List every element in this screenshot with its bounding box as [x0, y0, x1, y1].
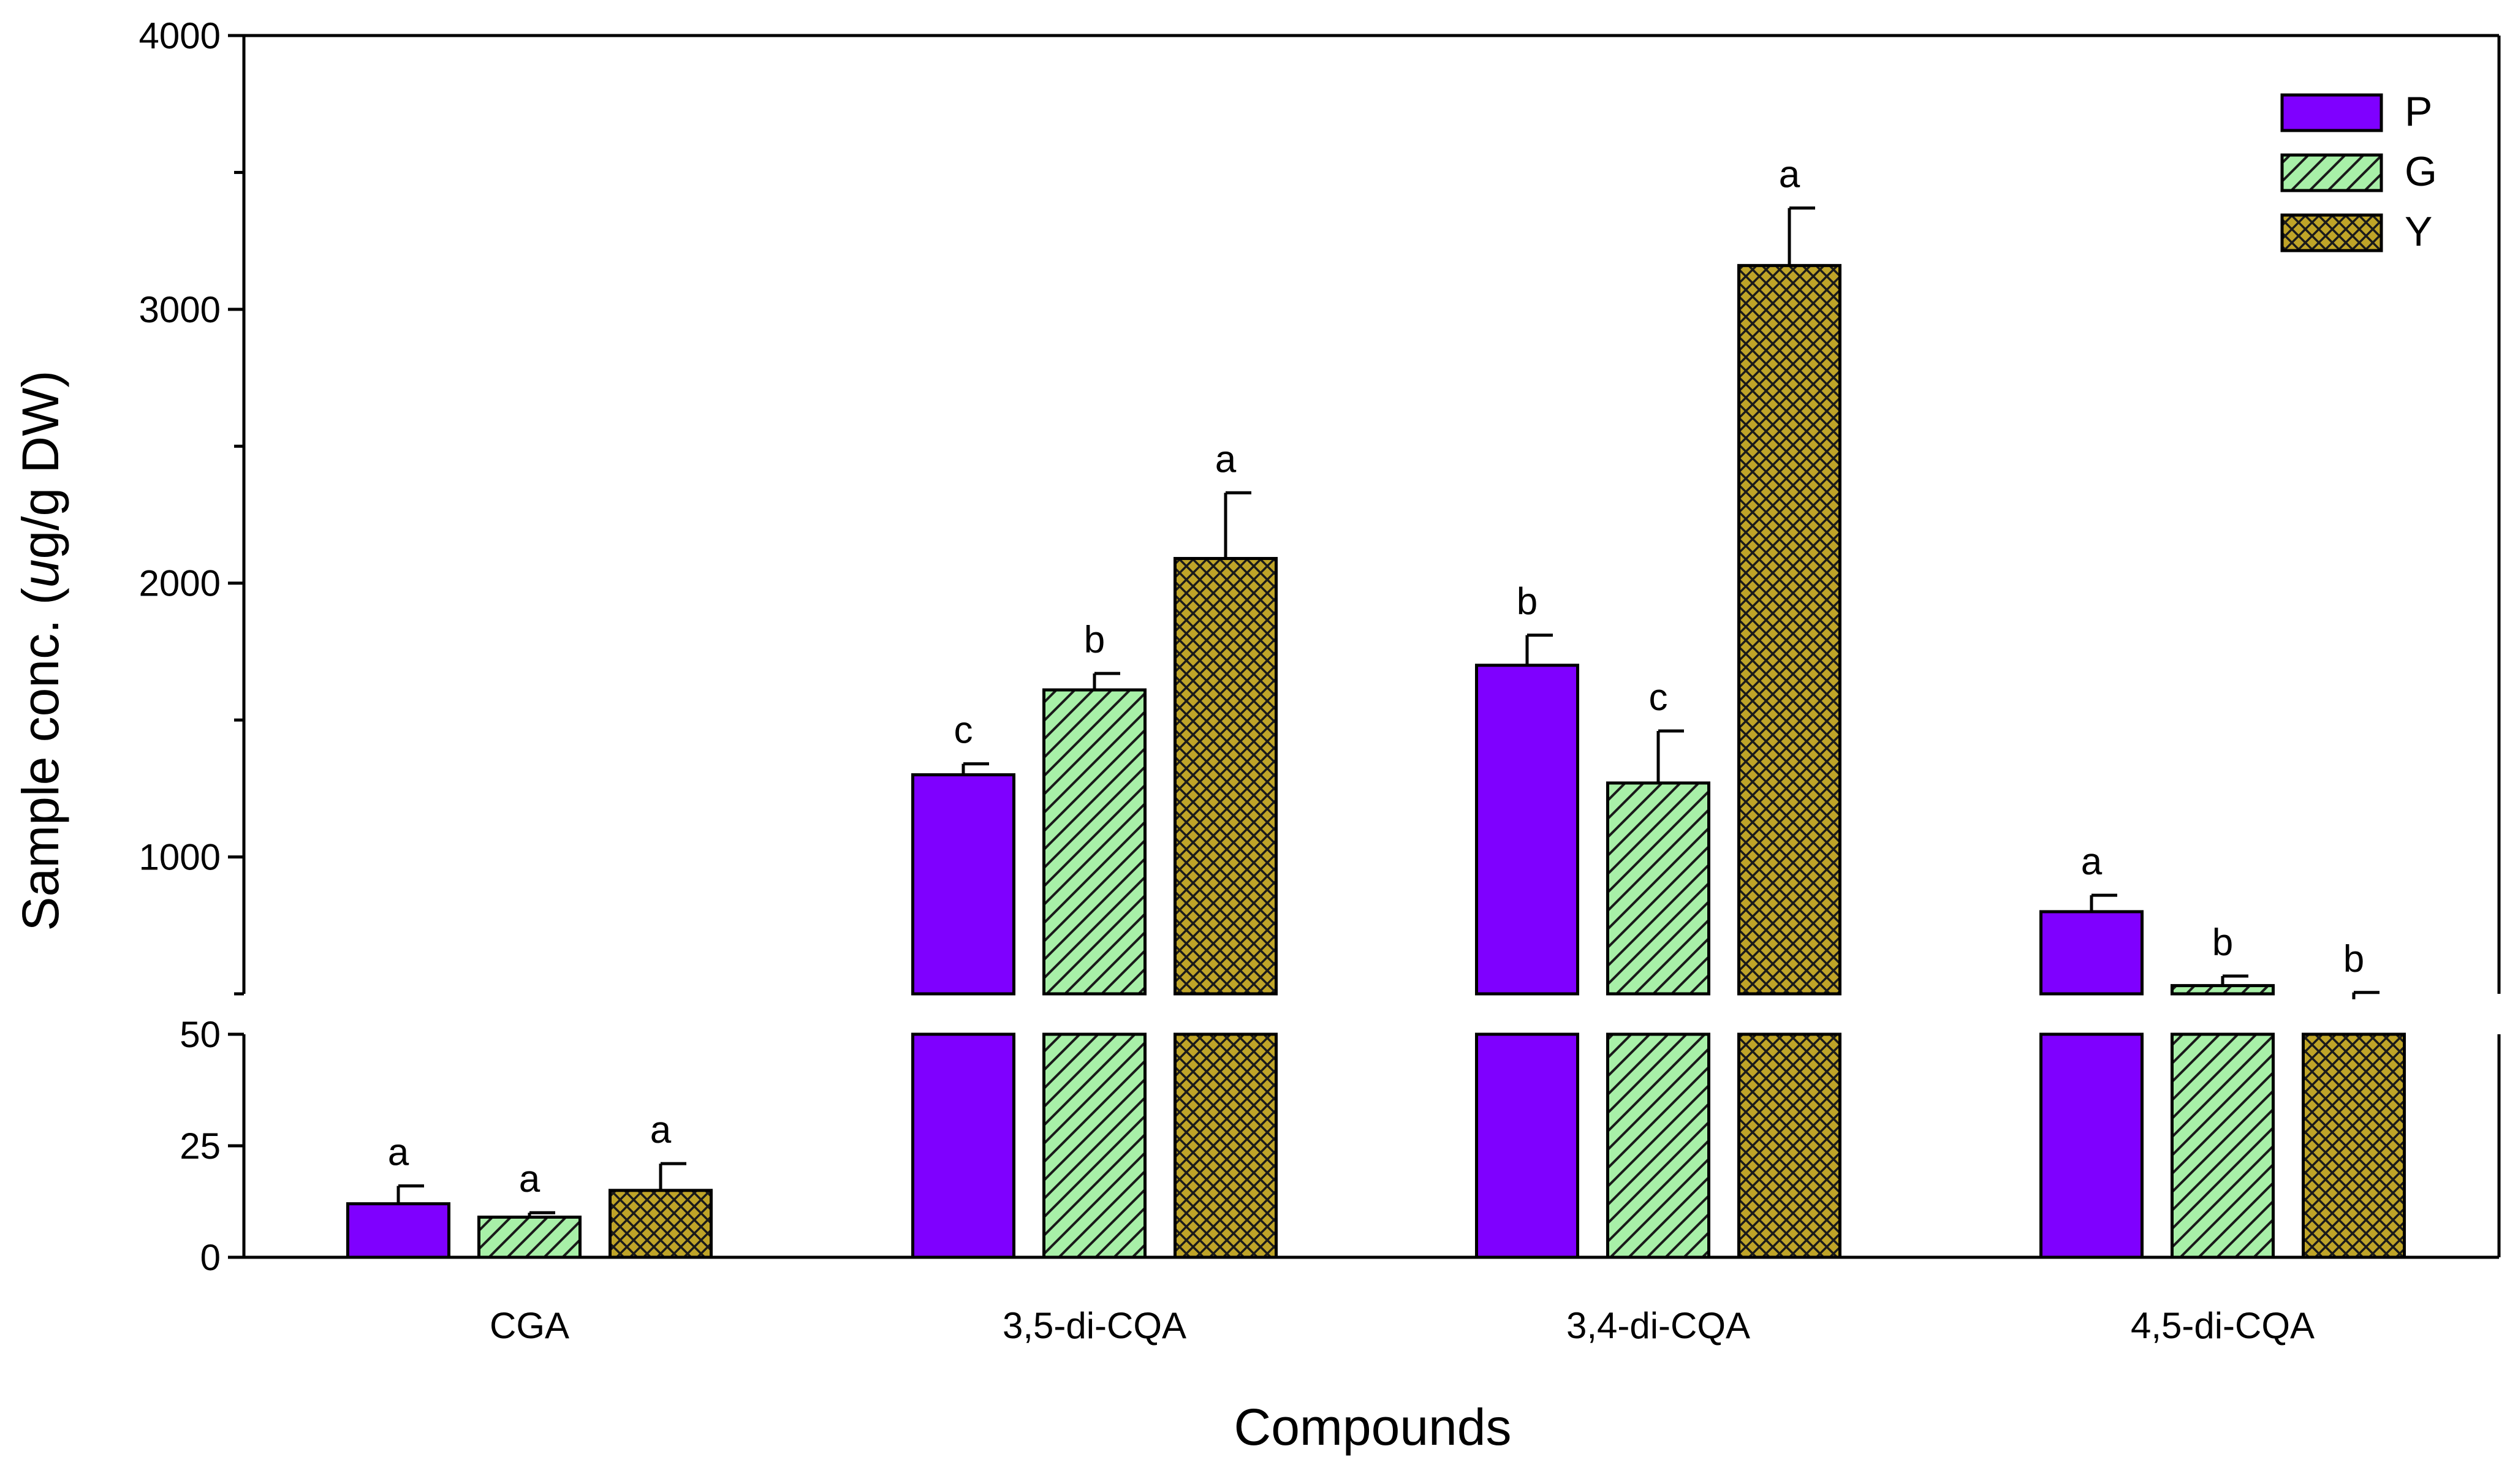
significance-letter: b: [1517, 581, 1538, 623]
legend-swatch: [2280, 153, 2383, 192]
significance-letter: c: [1649, 676, 1668, 719]
legend-swatch: [2280, 93, 2383, 132]
bar: [2171, 984, 2275, 996]
bar: [2039, 910, 2144, 996]
error-bar: [659, 1162, 686, 1191]
bar: [1475, 664, 1579, 996]
significance-letter: b: [2343, 938, 2364, 980]
y-tick-label: 0: [200, 1237, 221, 1278]
significance-letter: a: [388, 1132, 409, 1174]
x-axis-title: Compounds: [1234, 1398, 1512, 1456]
bar-lower-segment: [1606, 1032, 1710, 1259]
y-tick-label: 2000: [139, 563, 221, 604]
significance-letter: b: [2212, 922, 2233, 964]
significance-letter: a: [1215, 438, 1237, 480]
bar-lower-segment: [1737, 1032, 1841, 1259]
significance-letter: a: [650, 1109, 672, 1151]
y-tick-label: 3000: [139, 289, 221, 330]
bar: [1174, 556, 1278, 996]
bar-lower-segment: [2302, 1032, 2406, 1259]
legend-label: P: [2405, 88, 2432, 135]
bar: [1737, 263, 1841, 996]
y-tick-label: 1000: [139, 837, 221, 878]
y-tick-label: 25: [180, 1126, 221, 1167]
bar: [1042, 688, 1147, 996]
x-tick-label: 3,4-di-CQA: [1566, 1305, 1750, 1346]
axes: 1000 2000 3000 4000 0 25 50: [139, 15, 2501, 1278]
bar-lower-segment: [2039, 1032, 2144, 1259]
error-bar: [2221, 974, 2248, 986]
bar: [609, 1189, 713, 1259]
significance-letter: a: [1779, 154, 1800, 196]
x-tick-label: CGA: [490, 1305, 569, 1346]
error-bar: [1656, 729, 1684, 783]
legend-swatch: [2280, 213, 2383, 252]
error-bar: [1224, 491, 1251, 559]
x-tick-label: 3,5-di-CQA: [1003, 1305, 1186, 1346]
significance-letter: c: [954, 710, 973, 752]
bars: CGA a a a 3,5-di-CQA c b a 3,4-di-CQA b c a 4,5-di-C…: [346, 154, 2406, 1346]
error-bar: [528, 1211, 555, 1217]
bar: [1606, 781, 1710, 996]
legend-label: G: [2405, 148, 2437, 195]
significance-letter: b: [1084, 619, 1105, 661]
y-tick-label: 4000: [139, 15, 221, 56]
y-axis-title: Sample conc. (ug/g DW): [12, 371, 69, 931]
bar: [477, 1215, 582, 1259]
bar: [911, 773, 1015, 996]
bar-lower-segment: [911, 1032, 1015, 1259]
error-bar: [961, 762, 989, 775]
legend: PGY: [2280, 88, 2437, 255]
bar-lower-segment: [1174, 1032, 1278, 1259]
bar-lower-segment: [1042, 1032, 1147, 1259]
bar-lower-segment: [2171, 1032, 2275, 1259]
error-bar: [1525, 634, 1553, 665]
x-tick-label: 4,5-di-CQA: [2131, 1305, 2315, 1346]
error-bar: [1093, 672, 1120, 690]
error-bar: [2352, 991, 2380, 999]
significance-letter: a: [519, 1158, 540, 1200]
error-bar: [2090, 893, 2117, 912]
significance-letter: a: [2081, 841, 2103, 883]
y-tick-label: 50: [180, 1014, 221, 1055]
legend-label: Y: [2405, 208, 2432, 255]
bar: [346, 1202, 450, 1259]
error-bar: [396, 1184, 424, 1204]
error-bar: [1788, 206, 1815, 266]
bar-lower-segment: [1475, 1032, 1579, 1259]
